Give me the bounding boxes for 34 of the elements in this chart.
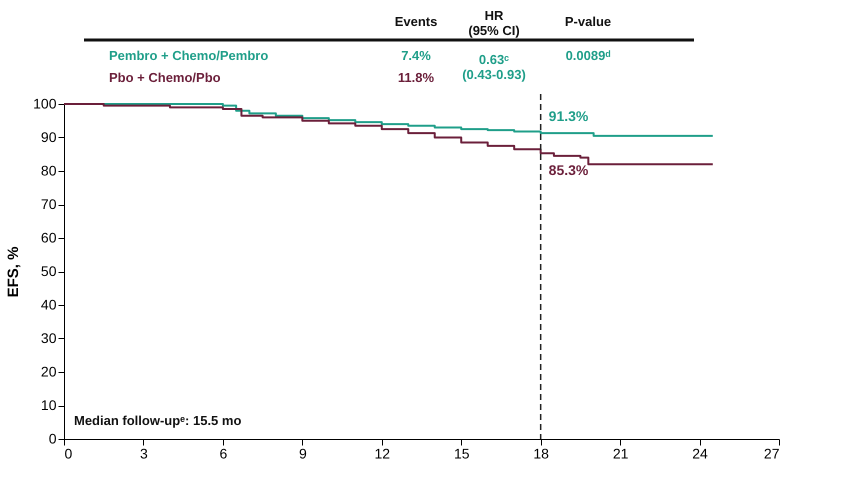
text: 0.63ᶜ (0.43-0.93)	[462, 52, 526, 82]
y-tick-label: 30	[40, 330, 57, 346]
x-tick-label: 12	[374, 446, 390, 462]
y-tick-label: 0	[48, 430, 57, 446]
y-tick-label: 90	[40, 129, 57, 145]
series-label: Pbo + Chemo/Pbo	[109, 70, 221, 85]
x-tick-label: 15	[454, 446, 470, 462]
annotation: 91.3%	[548, 108, 589, 124]
annotation: Median follow-upᵉ: 15.5 mo	[74, 413, 242, 428]
text: HR (95% CI)	[468, 8, 520, 38]
text: Events	[394, 14, 438, 29]
x-tick-label: 24	[692, 446, 708, 462]
y-tick-label: 80	[40, 162, 57, 178]
annotation: 85.3%	[548, 162, 589, 178]
y-tick-label: 10	[40, 397, 57, 413]
x-tick-label: 0	[64, 446, 72, 462]
y-tick-label: 40	[40, 296, 57, 312]
text: 11.8%	[398, 70, 435, 85]
y-tick-label: 100	[33, 96, 57, 112]
y-tick-label: 60	[40, 230, 57, 246]
x-tick-label: 3	[140, 446, 148, 462]
text: 0.0089ᵈ	[566, 48, 610, 63]
x-tick-label: 27	[764, 446, 780, 462]
x-tick-label: 21	[612, 446, 629, 462]
x-tick-label: 6	[219, 446, 228, 462]
text: Pembro + Chemo/Pembro	[109, 48, 268, 63]
y-tick-label: 20	[40, 364, 57, 380]
x-tick-label: 18	[533, 446, 550, 462]
text: 7.4%	[401, 48, 432, 63]
x-tick-label: 9	[298, 446, 307, 462]
y-tick-label: 50	[40, 263, 57, 279]
y-tick-label: 70	[40, 196, 57, 212]
y-axis-title: EFS, %	[5, 246, 22, 298]
text: P-value	[564, 14, 612, 29]
